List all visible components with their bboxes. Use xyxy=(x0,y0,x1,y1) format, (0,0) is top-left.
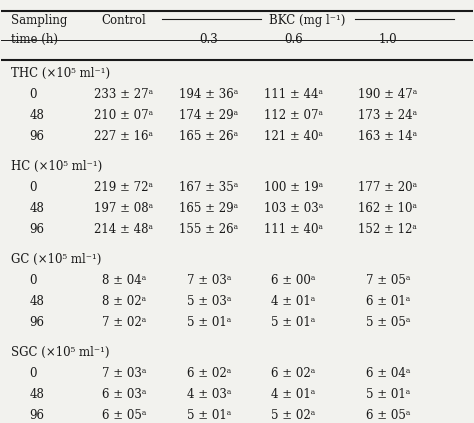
Text: 4 ± 01ᵃ: 4 ± 01ᵃ xyxy=(272,295,316,308)
Text: 96: 96 xyxy=(30,316,45,330)
Text: 4 ± 01ᵃ: 4 ± 01ᵃ xyxy=(272,388,316,401)
Text: 165 ± 29ᵃ: 165 ± 29ᵃ xyxy=(179,202,238,215)
Text: 174 ± 29ᵃ: 174 ± 29ᵃ xyxy=(179,109,238,122)
Text: 233 ± 27ᵃ: 233 ± 27ᵃ xyxy=(94,88,154,102)
Text: 4 ± 03ᵃ: 4 ± 03ᵃ xyxy=(187,388,231,401)
Text: 7 ± 02ᵃ: 7 ± 02ᵃ xyxy=(102,316,146,330)
Text: 121 ± 40ᵃ: 121 ± 40ᵃ xyxy=(264,130,323,143)
Text: 6 ± 02ᵃ: 6 ± 02ᵃ xyxy=(272,367,316,380)
Text: 190 ± 47ᵃ: 190 ± 47ᵃ xyxy=(358,88,418,102)
Text: 6 ± 05ᵃ: 6 ± 05ᵃ xyxy=(365,409,410,422)
Text: 167 ± 35ᵃ: 167 ± 35ᵃ xyxy=(179,181,238,194)
Text: 194 ± 36ᵃ: 194 ± 36ᵃ xyxy=(179,88,238,102)
Text: 0: 0 xyxy=(30,181,37,194)
Text: 6 ± 04ᵃ: 6 ± 04ᵃ xyxy=(365,367,410,380)
Text: 6 ± 05ᵃ: 6 ± 05ᵃ xyxy=(102,409,146,422)
Text: 111 ± 40ᵃ: 111 ± 40ᵃ xyxy=(264,223,323,236)
Text: 152 ± 12ᵃ: 152 ± 12ᵃ xyxy=(358,223,417,236)
Text: 48: 48 xyxy=(30,202,45,215)
Text: 5 ± 03ᵃ: 5 ± 03ᵃ xyxy=(187,295,231,308)
Text: 100 ± 19ᵃ: 100 ± 19ᵃ xyxy=(264,181,323,194)
Text: 7 ± 03ᵃ: 7 ± 03ᵃ xyxy=(187,274,231,287)
Text: 165 ± 26ᵃ: 165 ± 26ᵃ xyxy=(179,130,238,143)
Text: 6 ± 02ᵃ: 6 ± 02ᵃ xyxy=(187,367,231,380)
Text: Control: Control xyxy=(101,14,146,27)
Text: 96: 96 xyxy=(30,409,45,422)
Text: 210 ± 07ᵃ: 210 ± 07ᵃ xyxy=(94,109,154,122)
Text: 219 ± 72ᵃ: 219 ± 72ᵃ xyxy=(94,181,154,194)
Text: 6 ± 03ᵃ: 6 ± 03ᵃ xyxy=(102,388,146,401)
Text: 163 ± 14ᵃ: 163 ± 14ᵃ xyxy=(358,130,417,143)
Text: SGC (×10⁵ ml⁻¹): SGC (×10⁵ ml⁻¹) xyxy=(11,346,109,359)
Text: 197 ± 08ᵃ: 197 ± 08ᵃ xyxy=(94,202,154,215)
Text: 5 ± 01ᵃ: 5 ± 01ᵃ xyxy=(365,388,410,401)
Text: 8 ± 04ᵃ: 8 ± 04ᵃ xyxy=(102,274,146,287)
Text: 1.0: 1.0 xyxy=(378,33,397,46)
Text: 0: 0 xyxy=(30,88,37,102)
Text: 5 ± 01ᵃ: 5 ± 01ᵃ xyxy=(272,316,316,330)
Text: 214 ± 48ᵃ: 214 ± 48ᵃ xyxy=(94,223,154,236)
Text: 227 ± 16ᵃ: 227 ± 16ᵃ xyxy=(94,130,154,143)
Text: 96: 96 xyxy=(30,130,45,143)
Text: 173 ± 24ᵃ: 173 ± 24ᵃ xyxy=(358,109,417,122)
Text: 103 ± 03ᵃ: 103 ± 03ᵃ xyxy=(264,202,323,215)
Text: 0: 0 xyxy=(30,274,37,287)
Text: 155 ± 26ᵃ: 155 ± 26ᵃ xyxy=(179,223,238,236)
Text: Sampling: Sampling xyxy=(11,14,67,27)
Text: time (h): time (h) xyxy=(11,33,58,46)
Text: 177 ± 20ᵃ: 177 ± 20ᵃ xyxy=(358,181,417,194)
Text: THC (×10⁵ ml⁻¹): THC (×10⁵ ml⁻¹) xyxy=(11,67,110,80)
Text: 8 ± 02ᵃ: 8 ± 02ᵃ xyxy=(102,295,146,308)
Text: 48: 48 xyxy=(30,109,45,122)
Text: 5 ± 02ᵃ: 5 ± 02ᵃ xyxy=(272,409,316,422)
Text: HC (×10⁵ ml⁻¹): HC (×10⁵ ml⁻¹) xyxy=(11,160,102,173)
Text: 6 ± 00ᵃ: 6 ± 00ᵃ xyxy=(271,274,316,287)
Text: BKC (mg l⁻¹): BKC (mg l⁻¹) xyxy=(270,14,346,27)
Text: 5 ± 05ᵃ: 5 ± 05ᵃ xyxy=(365,316,410,330)
Text: 5 ± 01ᵃ: 5 ± 01ᵃ xyxy=(187,409,231,422)
Text: 48: 48 xyxy=(30,295,45,308)
Text: 7 ± 03ᵃ: 7 ± 03ᵃ xyxy=(102,367,146,380)
Text: 0.3: 0.3 xyxy=(200,33,218,46)
Text: 7 ± 05ᵃ: 7 ± 05ᵃ xyxy=(365,274,410,287)
Text: 5 ± 01ᵃ: 5 ± 01ᵃ xyxy=(187,316,231,330)
Text: 0.6: 0.6 xyxy=(284,33,303,46)
Text: 111 ± 44ᵃ: 111 ± 44ᵃ xyxy=(264,88,323,102)
Text: 162 ± 10ᵃ: 162 ± 10ᵃ xyxy=(358,202,417,215)
Text: GC (×10⁵ ml⁻¹): GC (×10⁵ ml⁻¹) xyxy=(11,253,101,266)
Text: 48: 48 xyxy=(30,388,45,401)
Text: 112 ± 07ᵃ: 112 ± 07ᵃ xyxy=(264,109,323,122)
Text: 96: 96 xyxy=(30,223,45,236)
Text: 0: 0 xyxy=(30,367,37,380)
Text: 6 ± 01ᵃ: 6 ± 01ᵃ xyxy=(365,295,410,308)
